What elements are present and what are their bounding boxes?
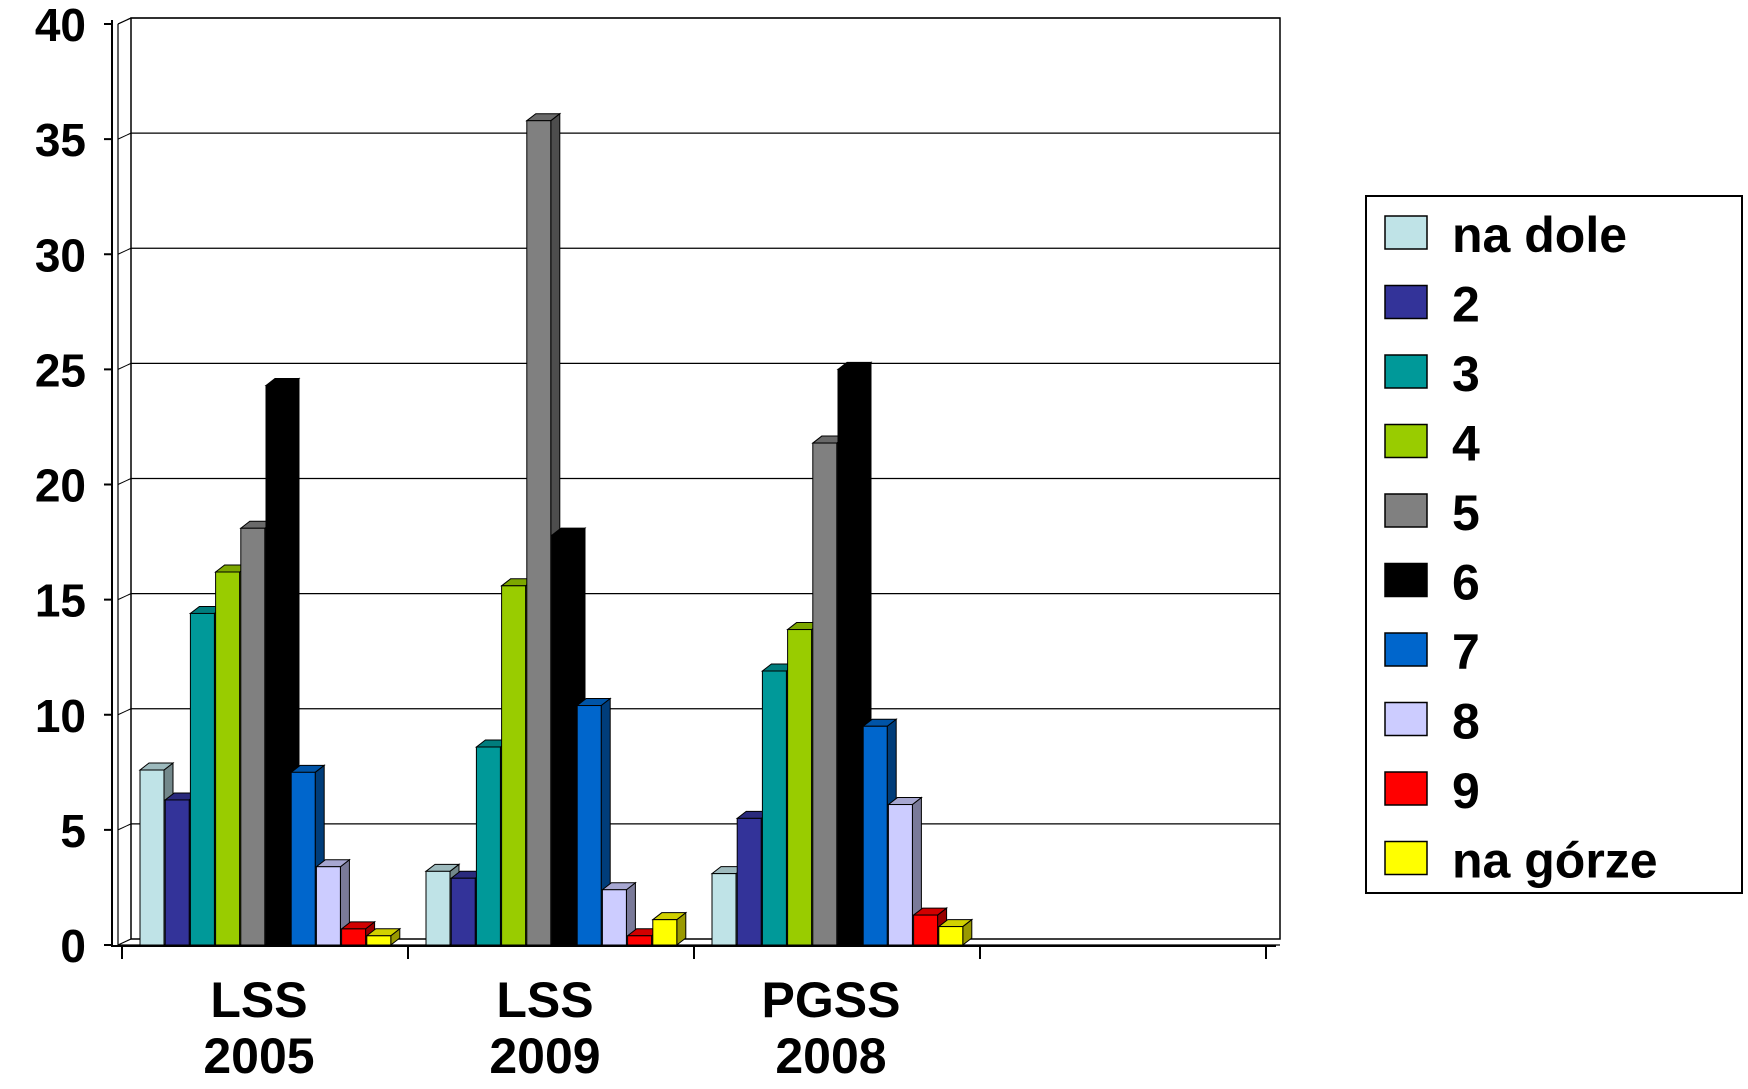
bar <box>886 796 923 947</box>
bar-front <box>450 877 476 946</box>
gridline-side <box>117 362 132 370</box>
bars <box>138 112 974 947</box>
bar-front <box>711 873 737 946</box>
y-tick-label: 25 <box>35 344 86 396</box>
legend-label: 8 <box>1452 694 1480 750</box>
gridline-side <box>117 593 132 601</box>
bar-front <box>787 629 813 946</box>
legend-swatch <box>1384 771 1428 806</box>
bar-front <box>475 746 501 946</box>
bar-front <box>736 817 762 946</box>
y-tick-label: 10 <box>35 690 86 742</box>
bar-front <box>164 799 190 946</box>
bar-front <box>215 571 241 946</box>
bar-front <box>652 919 678 946</box>
legend-label: 4 <box>1452 416 1480 472</box>
bar-front <box>938 926 964 946</box>
legend-swatch <box>1384 562 1428 598</box>
legend-label: 2 <box>1452 277 1480 333</box>
y-tick-label: 40 <box>35 0 86 51</box>
y-tick-label: 35 <box>35 114 86 166</box>
bar-front <box>189 612 215 946</box>
bar-front <box>627 935 653 946</box>
legend-label: 3 <box>1452 346 1480 402</box>
legend-swatch <box>1384 215 1428 250</box>
gridline-side <box>117 17 132 25</box>
legend-label: 7 <box>1452 624 1480 680</box>
legend-swatch <box>1384 840 1428 876</box>
bar-front <box>551 534 577 946</box>
wall-edge-bottom <box>117 938 132 946</box>
legend: na dole 2 3 4 5 6 7 8 9 na górze <box>1365 195 1743 894</box>
bar-front <box>240 527 266 946</box>
gridline-side <box>117 823 132 831</box>
bar-front <box>501 585 527 946</box>
bar-front <box>315 866 341 946</box>
gridline-side <box>117 708 132 716</box>
x-category-label: LSS 2005 <box>203 972 314 1084</box>
bar-front <box>425 870 451 946</box>
bar-front <box>139 769 165 946</box>
gridline-side <box>117 478 132 485</box>
bar <box>314 858 351 947</box>
bar <box>575 697 612 947</box>
y-tick-label: 0 <box>60 920 86 972</box>
bar-front <box>812 442 838 946</box>
gridline-side <box>117 132 132 140</box>
legend-swatch <box>1384 423 1428 459</box>
y-tick-label: 30 <box>35 229 86 281</box>
bar-front <box>576 705 602 946</box>
bar-front <box>913 914 939 946</box>
bar <box>937 918 974 947</box>
legend-swatch <box>1384 354 1428 389</box>
legend-swatch <box>1384 701 1428 737</box>
bar-front <box>290 771 316 946</box>
legend-label: 5 <box>1452 485 1480 541</box>
y-tick-label: 5 <box>60 805 86 857</box>
legend-label: na górze <box>1452 833 1658 889</box>
bar <box>365 927 402 947</box>
bar-front <box>761 670 787 946</box>
legend-swatch <box>1384 493 1428 528</box>
bar-front <box>341 928 367 946</box>
legend-label: na dole <box>1452 207 1627 263</box>
y-tick-label: 20 <box>35 460 86 512</box>
legend-label: 9 <box>1452 763 1480 819</box>
bar-front <box>887 804 913 946</box>
x-category-label: PGSS 2008 <box>762 972 901 1084</box>
bar-front <box>526 120 552 946</box>
y-tick-label: 15 <box>35 575 86 627</box>
legend-label: 6 <box>1452 555 1480 611</box>
legend-swatch <box>1384 284 1428 320</box>
bar-front <box>862 725 888 946</box>
bar-front <box>366 935 392 946</box>
bar <box>651 911 688 947</box>
axes: 0 5 10 15 20 25 30 35 40 LSS 2005 LSS 2009 PGSS 2008 <box>35 0 1276 1084</box>
legend-swatch <box>1384 632 1428 667</box>
bar-front <box>837 368 863 946</box>
legend-box <box>1365 195 1743 894</box>
bar-front <box>265 384 291 946</box>
gridline-side <box>117 247 132 255</box>
x-category-label: LSS 2009 <box>489 972 600 1084</box>
bar-front <box>601 889 627 946</box>
bar <box>600 881 637 947</box>
